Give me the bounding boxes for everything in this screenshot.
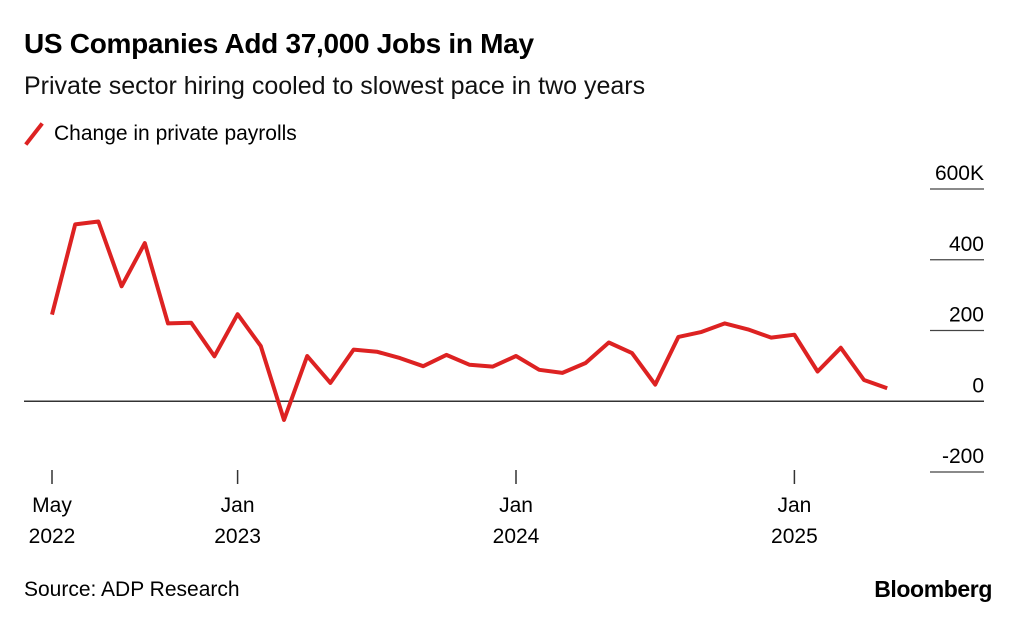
gridlines [24, 188, 984, 473]
chart-subtitle: Private sector hiring cooled to slowest … [24, 72, 646, 100]
y-tick-label: 200 [949, 304, 984, 327]
bloomberg-logo: Bloomberg [874, 576, 992, 602]
x-tick-label-year: 2022 [29, 525, 76, 548]
x-tick-label-month: Jan [499, 494, 533, 517]
y-axis-ticks: 600K 400 200 0 -200 [935, 162, 984, 468]
x-axis-ticks: May 2022 Jan 2023 Jan 2024 Jan 2025 [29, 470, 818, 548]
x-tick-label-month: May [32, 494, 72, 517]
x-tick-label-month: Jan [221, 494, 255, 517]
series-line-private-payrolls [50, 219, 888, 422]
legend: Change in private payrolls [24, 122, 297, 146]
y-tick-label: 600K [935, 162, 984, 185]
x-tick-label-year: 2023 [214, 525, 261, 548]
legend-line-icon [24, 122, 44, 146]
y-tick-label: -200 [942, 445, 984, 468]
y-tick-label: 0 [972, 374, 984, 397]
x-tick-label-year: 2025 [771, 525, 818, 548]
chart-title: US Companies Add 37,000 Jobs in May [24, 28, 534, 59]
source-note: Source: ADP Research [24, 578, 240, 601]
x-tick-label-year: 2024 [493, 525, 540, 548]
legend-label: Change in private payrolls [54, 122, 297, 145]
y-tick-label: 400 [949, 233, 984, 256]
x-tick-label-month: Jan [777, 494, 811, 517]
series-layer [50, 219, 888, 422]
